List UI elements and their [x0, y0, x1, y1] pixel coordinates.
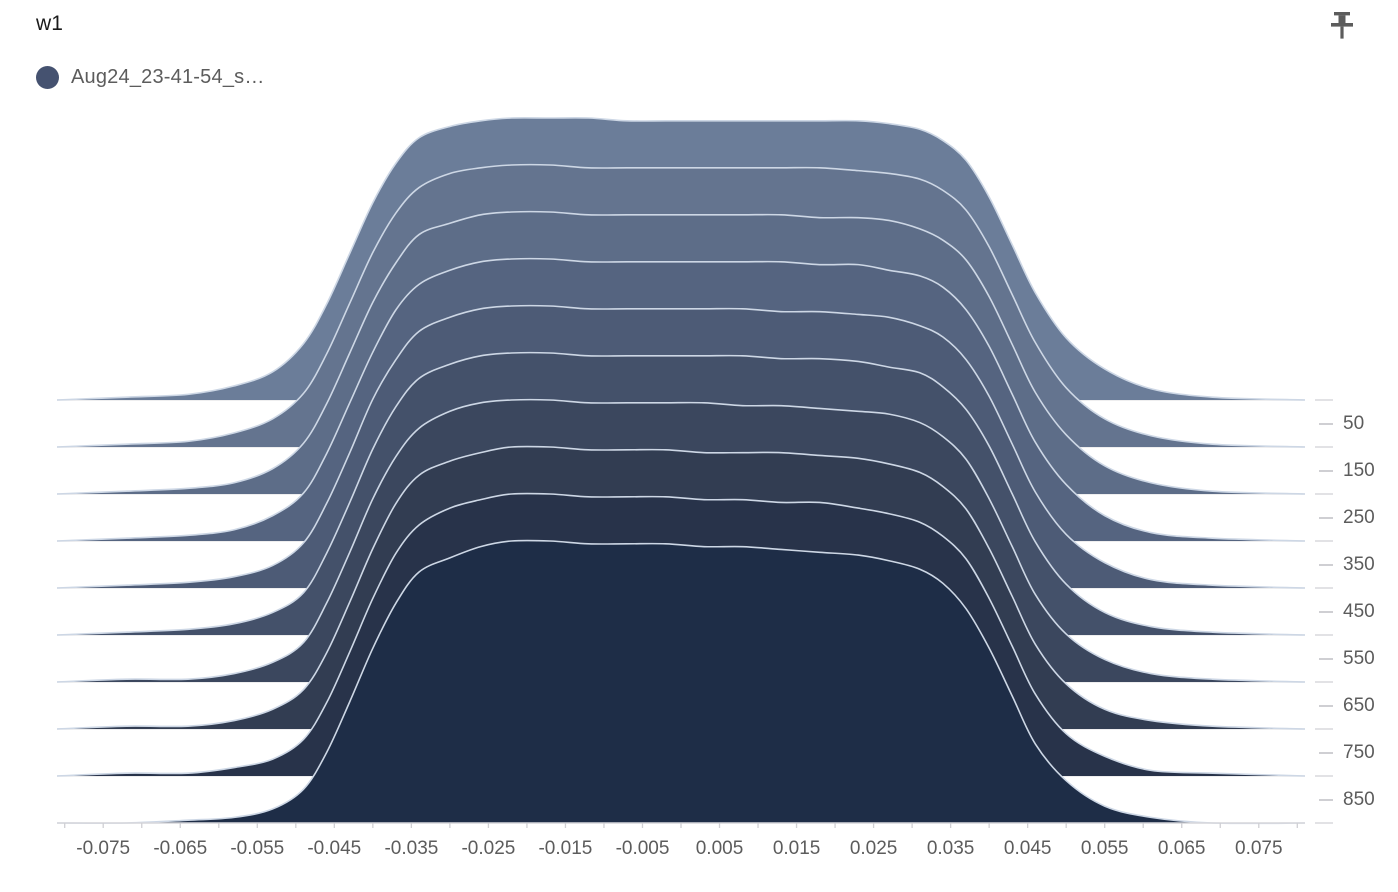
x-tick-label: -0.005 — [615, 838, 670, 859]
ridge-outline — [56, 304, 1306, 589]
y-axis-tick — [1319, 704, 1333, 707]
x-axis: -0.075 -0.065 -0.055 -0.045 -0.035 -0.025 -0.0… — [0, 838, 1398, 868]
y-tick-label: 250 — [1343, 506, 1375, 528]
circle-marker — [36, 66, 59, 89]
ridge-outline — [56, 492, 1306, 777]
y-axis-minor-tick — [1315, 728, 1333, 730]
y-tick-label: 350 — [1343, 553, 1375, 575]
page-title: w1 — [36, 12, 64, 35]
y-axis-tick — [1319, 563, 1333, 566]
ridge-outline — [56, 257, 1306, 542]
y-axis-minor-tick — [1315, 822, 1333, 824]
ridge-fill — [57, 540, 1305, 824]
legend-label: Aug24_23-41-54_s… — [71, 66, 265, 88]
y-axis-tick — [1319, 610, 1333, 613]
ridge-outline — [56, 116, 1306, 401]
pin-glyph — [1331, 12, 1353, 39]
y-axis-minor-tick — [1315, 540, 1333, 542]
y-tick-label: 50 — [1343, 412, 1365, 434]
y-axis-minor-tick — [1315, 587, 1333, 589]
ridge-outline — [56, 351, 1306, 636]
y-axis-minor-tick — [1315, 446, 1333, 448]
y-axis-minor-tick — [1315, 775, 1333, 777]
ridge-outline — [56, 210, 1306, 495]
x-tick-label: -0.065 — [153, 838, 208, 859]
y-axis: 50 150 250 350 450 550 650 750 850 — [1315, 0, 1398, 892]
x-tick-label: 0.005 — [695, 838, 744, 859]
x-tick-label: -0.025 — [461, 838, 516, 859]
x-tick-label: 0.015 — [772, 838, 821, 859]
y-tick-label: 650 — [1343, 694, 1375, 716]
y-axis-tick — [1319, 798, 1333, 801]
y-axis-tick — [1319, 422, 1333, 425]
y-tick-label: 150 — [1343, 459, 1375, 481]
x-tick-label: 0.055 — [1080, 838, 1129, 859]
ridge-outline — [56, 163, 1306, 448]
ridgeline-chart — [56, 116, 1306, 828]
ridge-outline — [56, 539, 1306, 825]
x-tick-label: -0.045 — [307, 838, 362, 859]
y-axis-tick — [1319, 751, 1333, 754]
x-tick-label: 0.035 — [926, 838, 975, 859]
y-tick-label: 750 — [1343, 741, 1375, 763]
ridge-0 — [56, 539, 1306, 825]
ridge-outline — [56, 398, 1306, 683]
y-tick-label: 450 — [1343, 600, 1375, 622]
y-axis-minor-tick — [1315, 399, 1333, 401]
legend[interactable]: Aug24_23-41-54_s… — [36, 66, 265, 89]
y-tick-label: 850 — [1343, 788, 1375, 810]
ridge-outline — [56, 445, 1306, 730]
x-tick-label: -0.015 — [538, 838, 593, 859]
y-axis-tick — [1319, 469, 1333, 472]
x-tick-label: 0.065 — [1157, 838, 1206, 859]
y-axis-tick — [1319, 516, 1333, 519]
y-axis-tick — [1319, 657, 1333, 660]
x-tick-label: 0.025 — [849, 838, 898, 859]
x-tick-label: -0.055 — [230, 838, 285, 859]
x-tick-label: -0.075 — [76, 838, 131, 859]
x-tick-label: 0.075 — [1235, 838, 1283, 859]
x-tick-label: 0.045 — [1003, 838, 1052, 859]
y-axis-minor-tick — [1315, 634, 1333, 636]
y-axis-minor-tick — [1315, 681, 1333, 683]
y-axis-minor-tick — [1315, 493, 1333, 495]
pin-icon[interactable] — [1322, 6, 1362, 46]
plot-area[interactable] — [0, 104, 1398, 828]
y-tick-label: 550 — [1343, 647, 1375, 669]
x-tick-label: -0.035 — [384, 838, 439, 859]
